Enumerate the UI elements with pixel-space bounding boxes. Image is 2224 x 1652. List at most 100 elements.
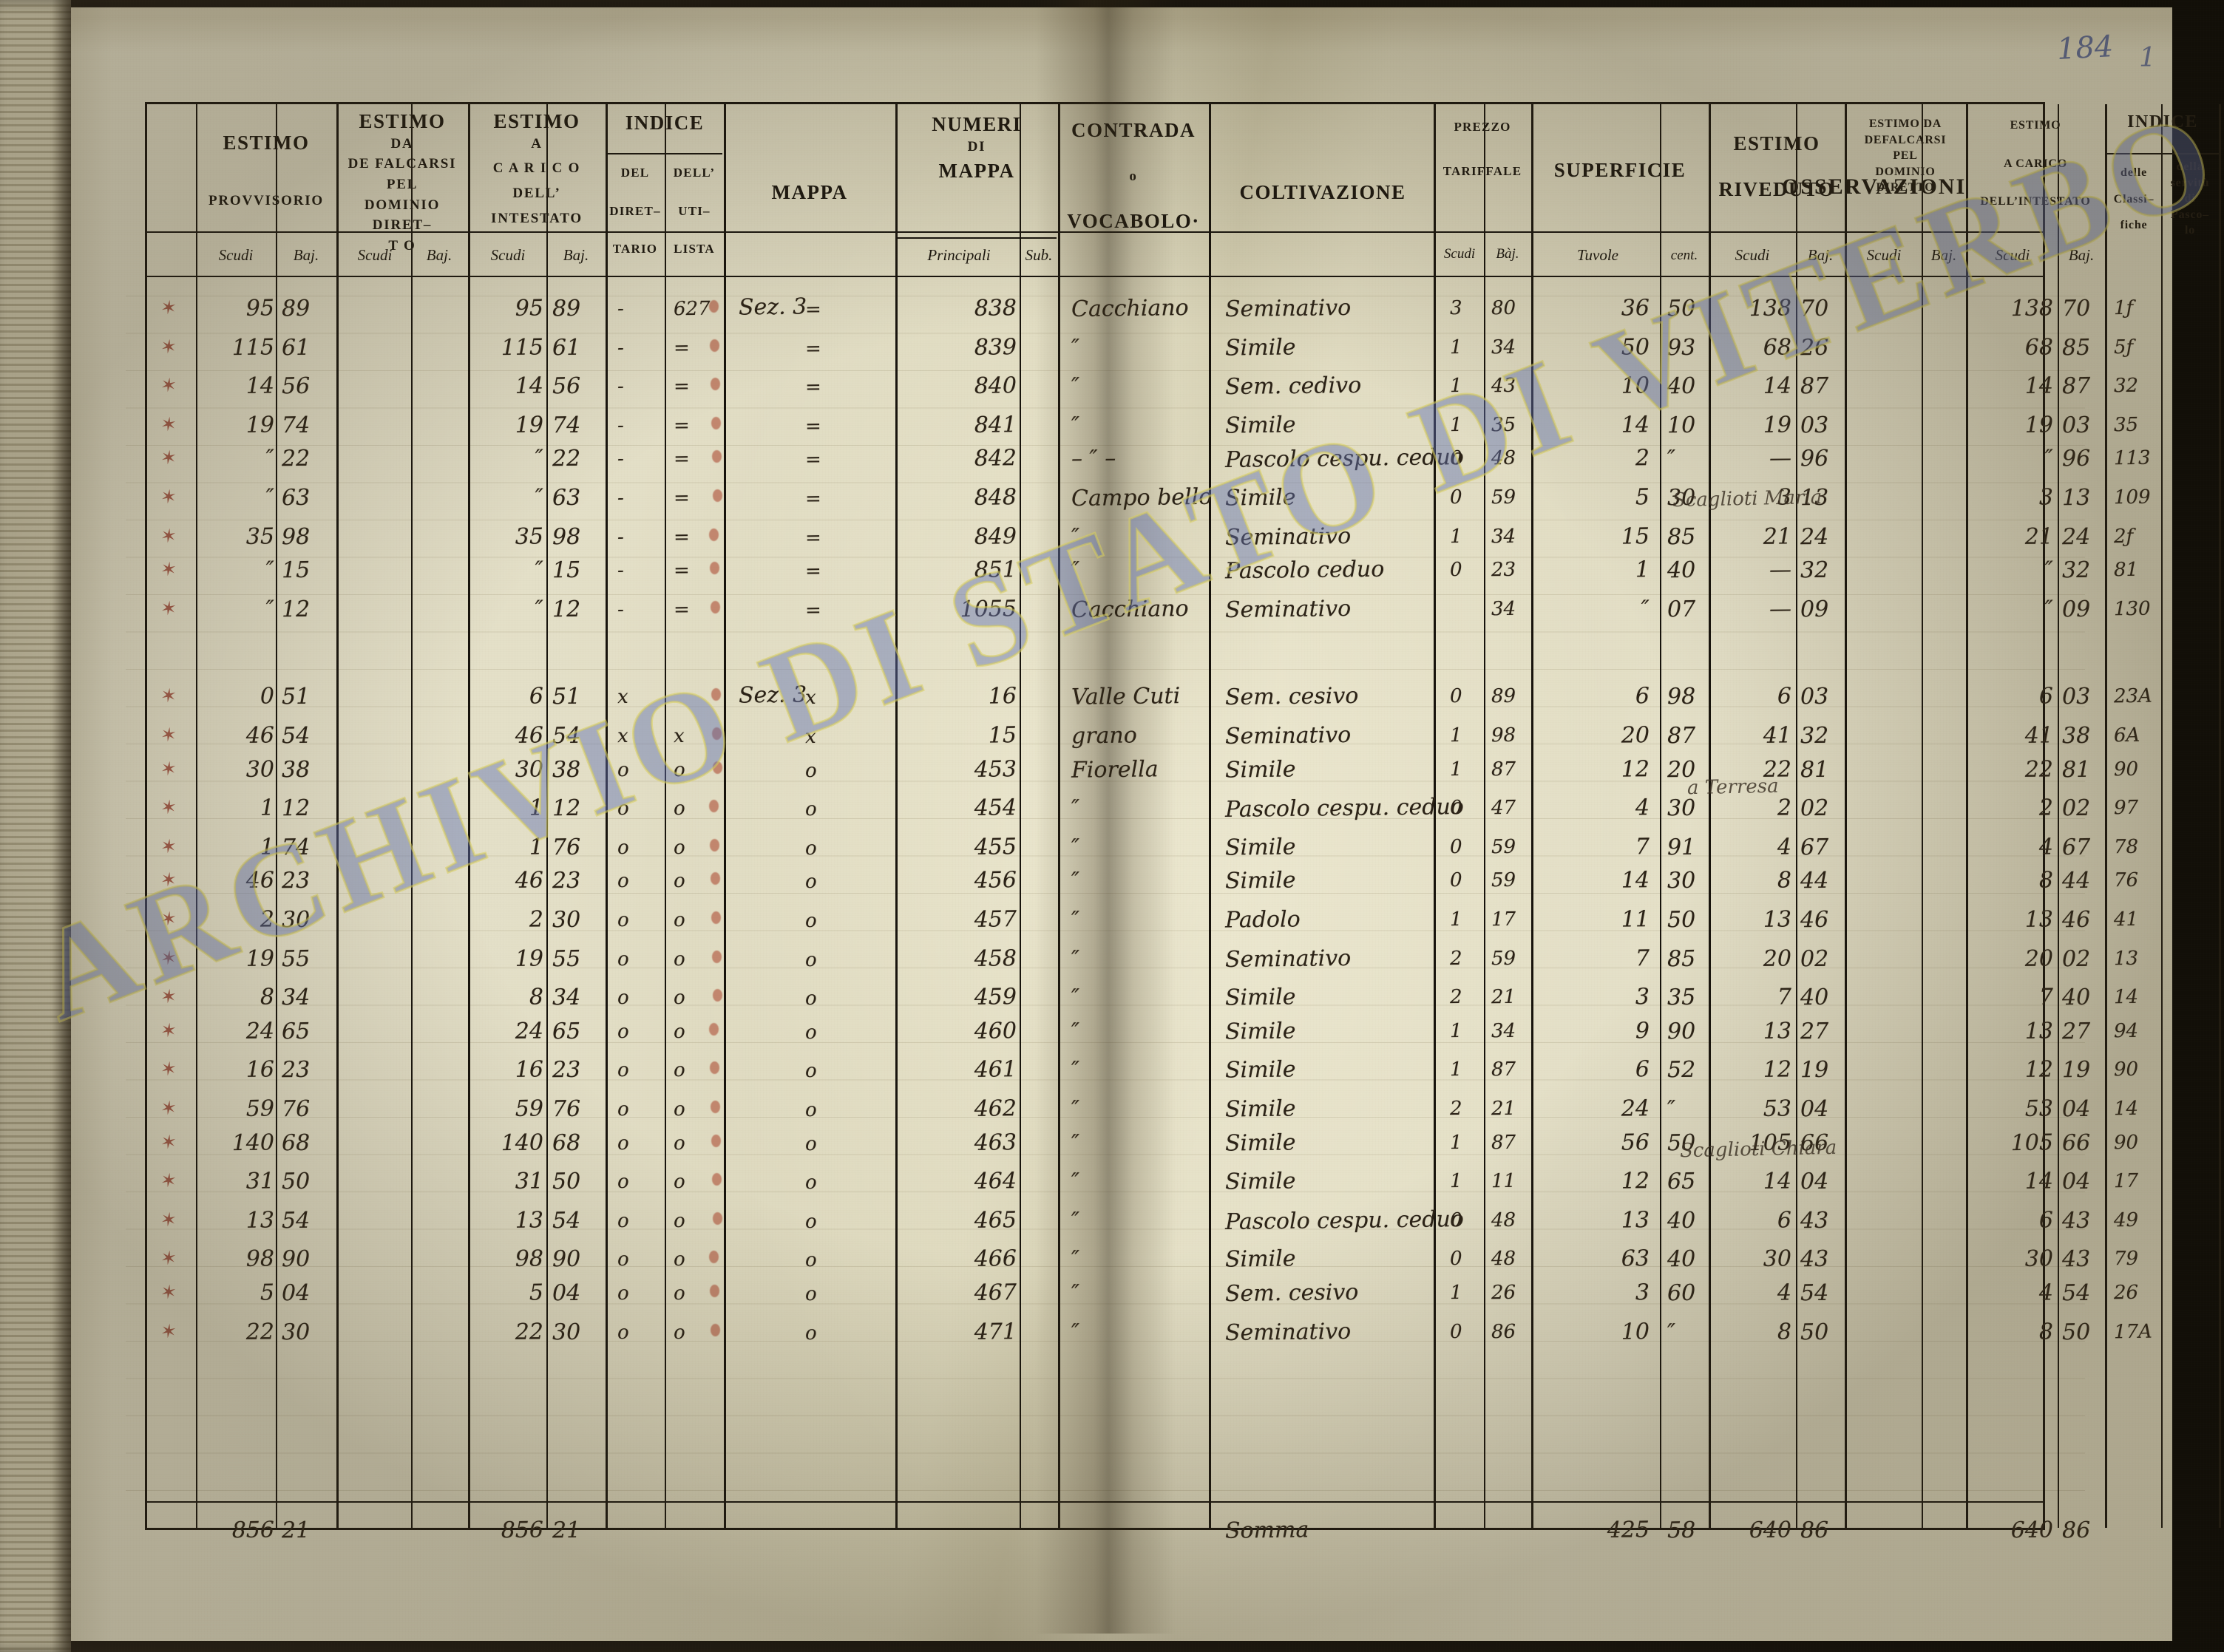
cell-numero-mappa: 467 [974, 1279, 1017, 1306]
cell-prov-baj: 51 [281, 684, 311, 710]
col-rule-prezzo-end [1531, 104, 1533, 1528]
cell-riveduto-baj: 81 [1800, 756, 1829, 783]
cell-prov-scudi: 22 [245, 1319, 275, 1345]
cell-contrada: ″ [1071, 1207, 1080, 1234]
cell-cent: 87 [1667, 722, 1696, 749]
cell-indice-direttario: - [617, 297, 624, 321]
cell-numero-mappa: 849 [974, 523, 1017, 550]
observation-note: a Terresa [1686, 775, 1779, 800]
header-coltivazione: COLTIVAZIONE [1239, 181, 1406, 204]
cell-tuvole: 4 [1635, 795, 1650, 821]
cell-mappa-equals: = [804, 298, 821, 322]
cell-numero-mappa: 455 [974, 833, 1017, 860]
header-indice-left: INDICE [625, 112, 705, 134]
cell-indice-direttario: - [617, 486, 624, 510]
cell-mappa-circle: o [804, 759, 817, 782]
header-indice-utilista: DELL’ UTI– LISTA [673, 166, 716, 256]
cell-carico-scudi: 22 [515, 1319, 544, 1345]
cell-carico-riv-baj: 02 [2061, 945, 2091, 972]
cell-prov-scudi: 59 [245, 1095, 275, 1122]
cell-carico-riv-baj: 27 [2061, 1018, 2091, 1045]
cell-tuvole: 3 [1635, 1279, 1650, 1306]
cell-prezzo-scudi: 0 [1449, 1320, 1462, 1343]
cell-mappa-circle: o [804, 1210, 817, 1233]
header-numeri-principali: Principali [927, 246, 991, 264]
cell-tuvole: 6 [1635, 1056, 1650, 1083]
unit-prov-scudi: Scudi [218, 246, 254, 264]
red-ink-mark [710, 838, 719, 852]
cell-indice-utilista: o [673, 798, 685, 820]
cell-prezzo-baj: 87 [1491, 1131, 1516, 1154]
cell-prov-scudi: 16 [245, 1056, 275, 1084]
cell-riveduto-scudi: 13 [1763, 906, 1792, 933]
cell-mappa-cross: x [804, 687, 816, 710]
cell-contrada: ″ [1071, 1246, 1080, 1273]
cell-riveduto-scudi: 2 [1777, 795, 1792, 821]
total-riveduto-scudi: 640 [1749, 1517, 1792, 1544]
cell-prezzo-baj: 59 [1491, 869, 1516, 892]
cell-riveduto-baj: 43 [1800, 1207, 1829, 1234]
cell-tuvole: 56 [1621, 1129, 1650, 1156]
cell-prov-scudi: 30 [245, 756, 275, 783]
cell-mappa-equals: = [804, 487, 821, 511]
total-carico-riv-baj: 86 [2061, 1517, 2091, 1544]
cell-indice-classifiche: 32 [2113, 374, 2139, 398]
cell-coltivazione: Seminativo [1224, 721, 1352, 750]
cell-mappa-circle: o [804, 1172, 817, 1194]
cell-carico-riv-baj: 50 [2061, 1319, 2091, 1345]
cell-riveduto-scudi: — [1769, 445, 1792, 472]
cell-cent: ″ [1667, 1319, 1676, 1345]
cell-indice-direttario: - [617, 336, 624, 359]
cell-indice-direttario: o [617, 798, 629, 820]
cell-tuvole: 7 [1635, 945, 1650, 972]
red-ink-mark [709, 800, 719, 813]
cell-riveduto-baj: 54 [1800, 1279, 1829, 1307]
cell-indice-direttario: o [617, 1132, 629, 1155]
cell-tuvole: 12 [1621, 1168, 1650, 1194]
cell-riveduto-scudi: — [1769, 596, 1792, 622]
cell-carico-riv-baj: 81 [2061, 756, 2091, 783]
unit-riv-baj: Baj. [1807, 246, 1834, 264]
cell-carico-riv-scudi: 138 [2010, 295, 2054, 322]
cell-riveduto-scudi: 12 [1763, 1056, 1792, 1084]
cell-carico-scudi: 16 [515, 1056, 544, 1084]
cell-prezzo-baj: 59 [1491, 486, 1516, 509]
cell-cent: ″ [1667, 446, 1676, 472]
cell-cent: 52 [1667, 1057, 1696, 1084]
cell-mappa-circle: o [804, 871, 817, 894]
cell-riveduto-baj: 27 [1800, 1018, 1829, 1045]
cell-cent: 50 [1667, 295, 1696, 322]
cell-coltivazione: Simile [1224, 1245, 1296, 1273]
cell-contrada: ″ [1071, 1319, 1080, 1345]
cell-indice-direttario: x [617, 724, 628, 748]
cell-contrada: ″ [1071, 1279, 1080, 1307]
cell-cent: 40 [1667, 1207, 1696, 1234]
cell-carico-baj: 50 [552, 1168, 581, 1195]
row-mark-asterisk: ✶ [159, 524, 178, 548]
header-osservazioni: OSSERVAZIONI [1782, 174, 1967, 199]
cell-prezzo-baj: 23 [1491, 558, 1516, 582]
cell-cent: 30 [1667, 868, 1696, 894]
row-mark-asterisk: ✶ [159, 1130, 178, 1154]
cell-riveduto-scudi: 4 [1777, 834, 1792, 860]
cell-indice-classifiche: 94 [2113, 1019, 2139, 1042]
header-superficie: SUPERFICIE [1553, 159, 1686, 182]
cell-prov-baj: 74 [281, 412, 311, 439]
cell-riveduto-baj: 70 [1800, 295, 1829, 322]
cell-numero-mappa: 454 [974, 795, 1017, 822]
cell-carico-scudi: 1 [529, 834, 544, 860]
unit-prezzo-baj: Bàj. [1496, 246, 1519, 262]
header-numeri-sub: Sub. [1025, 246, 1053, 264]
cell-cent: 90 [1667, 1018, 1696, 1045]
cell-indice-utilista: o [673, 1321, 685, 1344]
cell-prezzo-scudi: 0 [1449, 1209, 1462, 1231]
cell-riveduto-baj: 44 [1800, 868, 1829, 894]
total-tuvole: 425 [1607, 1517, 1650, 1543]
cell-carico-riv-scudi: 13 [2024, 1018, 2054, 1044]
cell-indice-direttario: o [617, 1248, 629, 1271]
row-mark-asterisk: ✶ [159, 1280, 178, 1305]
red-ink-mark [712, 727, 722, 740]
cell-contrada: ″ [1071, 373, 1080, 400]
cell-riveduto-baj: 26 [1800, 334, 1829, 361]
cell-numero-mappa: 851 [974, 557, 1017, 584]
